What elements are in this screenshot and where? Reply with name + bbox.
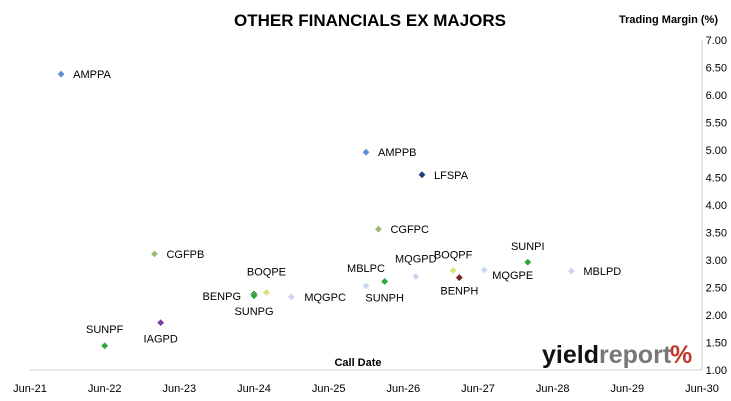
- data-point-amppb: [362, 148, 370, 157]
- logo-word-yield: yield: [542, 341, 599, 369]
- point-label-cgfpc: CGFPC: [390, 224, 429, 236]
- point-label-benph: BENPH: [440, 286, 478, 298]
- percent-icon: %: [670, 341, 692, 369]
- data-point-benph: [455, 273, 464, 282]
- data-point-cgfpb: [150, 250, 159, 258]
- x-axis-title: Call Date: [334, 357, 381, 369]
- y-tick-label: 4.50: [706, 173, 727, 185]
- yieldreport-logo: yieldreport %: [542, 341, 692, 369]
- point-label-mqgpe: MQGPE: [492, 270, 533, 282]
- data-point-mqgpd: [411, 272, 420, 281]
- data-point-mqgpe: [480, 266, 489, 274]
- data-point-mblpc: [362, 281, 370, 290]
- y-tick-label: 6.00: [706, 90, 727, 102]
- y-tick-label: 3.50: [706, 228, 727, 240]
- point-label-mblpc: MBLPC: [347, 263, 385, 275]
- y-tick-labels: 1.00 1.50 2.00 2.50 3.00 3.50 4.00 4.50 5.00 5.50…: [706, 35, 727, 377]
- data-point-sunpf: [100, 341, 109, 350]
- data-point-sunpg: [250, 291, 258, 300]
- x-tick-label: Jun-29: [611, 383, 645, 395]
- data-point-cgfpc: [374, 225, 383, 234]
- point-label-boqpe: BOQPE: [247, 266, 286, 278]
- point-label-sunph: SUNPH: [365, 292, 404, 304]
- point-label-mqgpd: MQGPD: [395, 254, 437, 266]
- point-label-iagpd: IAGPD: [144, 334, 178, 346]
- data-point-boqpf: [449, 266, 457, 275]
- data-point-lfspa: [418, 170, 426, 179]
- point-label-amppa: AMPPA: [73, 69, 111, 81]
- data-point-iagpd: [156, 318, 165, 327]
- x-tick-label: Jun-22: [88, 383, 122, 395]
- point-label-sunpi: SUNPI: [511, 241, 545, 253]
- point-label-amppb: AMPPB: [378, 147, 417, 159]
- x-tick-label: Jun-28: [536, 383, 570, 395]
- y-tick-label: 5.50: [706, 118, 727, 130]
- data-point-sunph: [380, 277, 389, 286]
- y-tick-label: 5.00: [706, 145, 727, 157]
- data-point-sunpi: [523, 258, 532, 267]
- point-label-mblpd: MBLPD: [583, 266, 621, 278]
- y-tick-label: 1.00: [706, 365, 727, 377]
- x-tick-label: Jun-25: [312, 383, 346, 395]
- point-label-boqpf: BOQPF: [434, 249, 473, 261]
- point-label-cgfpb: CGFPB: [166, 249, 204, 261]
- chart-title: OTHER FINANCIALS EX MAJORS: [234, 11, 506, 30]
- y-tick-label: 2.50: [706, 283, 727, 295]
- y-tick-label: 7.00: [706, 35, 727, 47]
- x-tick-label: Jun-26: [387, 383, 421, 395]
- data-point-mblpd: [567, 267, 576, 275]
- y-tick-label: 3.00: [706, 255, 727, 267]
- data-point-mqgpc: [287, 292, 296, 301]
- data-points: [57, 70, 576, 350]
- x-tick-labels: Jun-21 Jun-22 Jun-23 Jun-24 Jun-25 Jun-26 Jun-…: [13, 383, 719, 395]
- y-tick-label: 6.50: [706, 63, 727, 75]
- data-point-boqpe: [262, 288, 271, 297]
- x-tick-label: Jun-21: [13, 383, 47, 395]
- logo-word-report: report: [599, 341, 672, 369]
- point-label-lfspa: LFSPA: [434, 170, 469, 182]
- point-label-mqgpc: MQGPC: [304, 292, 346, 304]
- x-tick-label: Jun-24: [237, 383, 271, 395]
- y-axis-title: Trading Margin (%): [619, 14, 718, 26]
- point-label-sunpf: SUNPF: [86, 324, 124, 336]
- point-label-benpg: BENPG: [202, 291, 241, 303]
- y-tick-label: 2.00: [706, 310, 727, 322]
- y-tick-label: 4.00: [706, 200, 727, 212]
- x-tick-label: Jun-27: [461, 383, 495, 395]
- x-tick-label: Jun-30: [685, 383, 719, 395]
- point-labels: AMPPA AMPPB LFSPA CGFPC CGFPB SUNPI BOQPF MQGPE…: [73, 69, 621, 346]
- point-label-sunpg: SUNPG: [234, 306, 273, 318]
- data-point-amppa: [57, 70, 65, 78]
- y-tick-label: 1.50: [706, 338, 727, 350]
- x-tick-label: Jun-23: [163, 383, 197, 395]
- svg-text:yieldreport: yieldreport: [542, 341, 672, 369]
